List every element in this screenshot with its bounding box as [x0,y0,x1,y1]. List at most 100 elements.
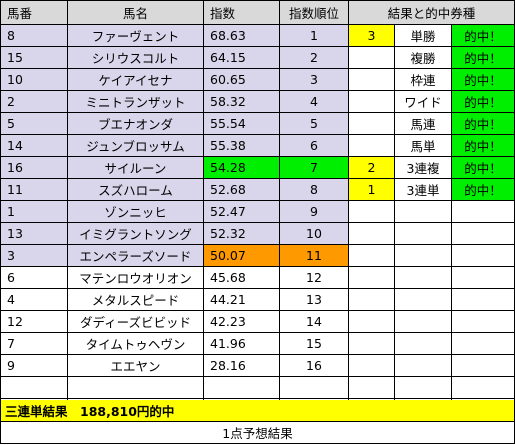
row-rank: 2 [280,47,349,69]
row-name: ダディーズビビッド [68,311,204,333]
row-ticket: 馬単 [395,135,452,157]
row-hit: 的中！ [452,47,515,69]
row-ticket [395,377,452,399]
row-index: 50.07 [204,245,280,267]
row-number: 15 [0,47,68,69]
row-result [349,47,395,69]
row-ticket [395,223,452,245]
row-name: ブエナオンダ [68,113,204,135]
row-number: 13 [0,223,68,245]
row-index: 52.32 [204,223,280,245]
row-index: 68.63 [204,25,280,47]
row-result [349,113,395,135]
row-index: 44.21 [204,289,280,311]
row-index: 60.65 [204,69,280,91]
row-hit [452,201,515,223]
row-index: 64.15 [204,47,280,69]
row-number: 7 [0,333,68,355]
row-index: 42.23 [204,311,280,333]
row-number: 5 [0,113,68,135]
row-name: メタルスピード [68,289,204,311]
row-hit: 的中！ [452,25,515,47]
row-hit [452,245,515,267]
row-hit [452,267,515,289]
row-rank: 13 [280,289,349,311]
row-rank: 1 [280,25,349,47]
row-rank [280,377,349,399]
row-index: 52.47 [204,201,280,223]
row-result [349,69,395,91]
row-result [349,311,395,333]
row-number: 2 [0,91,68,113]
row-number: 4 [0,289,68,311]
row-ticket: 3連複 [395,157,452,179]
row-hit: 的中！ [452,135,515,157]
row-hit: 的中！ [452,179,515,201]
row-name: スズハローム [68,179,204,201]
row-ticket [395,289,452,311]
row-hit [452,289,515,311]
row-ticket: 複勝 [395,47,452,69]
row-result: 2 [349,157,395,179]
row-number: 6 [0,267,68,289]
row-hit: 的中！ [452,157,515,179]
row-name [68,377,204,399]
row-ticket: 枠連 [395,69,452,91]
row-name: ファーヴェント [68,25,204,47]
row-index: 41.96 [204,333,280,355]
row-index: 54.28 [204,157,280,179]
row-result: 3 [349,25,395,47]
row-rank: 15 [280,333,349,355]
row-number [0,377,68,399]
row-ticket: ワイド [395,91,452,113]
header-rank: 指数順位 [280,0,349,25]
row-name: エエヤン [68,355,204,377]
row-number: 8 [0,25,68,47]
row-result [349,377,395,399]
row-number: 11 [0,179,68,201]
row-index: 52.68 [204,179,280,201]
row-name: エンペラーズソード [68,245,204,267]
row-ticket [395,355,452,377]
row-result [349,245,395,267]
row-rank: 3 [280,69,349,91]
row-rank: 8 [280,179,349,201]
row-result [349,289,395,311]
header-result-ticket: 結果と的中券種 [349,0,515,25]
header-number: 馬番 [0,0,68,25]
row-result [349,135,395,157]
row-ticket [395,333,452,355]
row-result [349,223,395,245]
row-rank: 16 [280,355,349,377]
row-index: 58.32 [204,91,280,113]
trifecta-result-banner: 三連単結果 188,810円的中 [0,400,515,422]
row-ticket [395,267,452,289]
row-rank: 4 [280,91,349,113]
row-index [204,377,280,399]
row-rank: 7 [280,157,349,179]
row-name: ジュンブロッサム [68,135,204,157]
row-name: ケイアイセナ [68,69,204,91]
row-result: 1 [349,179,395,201]
row-hit [452,377,515,399]
row-hit [452,333,515,355]
row-number: 1 [0,201,68,223]
row-result [349,91,395,113]
row-rank: 9 [280,201,349,223]
row-hit [452,355,515,377]
row-hit: 的中！ [452,91,515,113]
row-name: シリウスコルト [68,47,204,69]
row-number: 14 [0,135,68,157]
row-rank: 5 [280,113,349,135]
row-index: 28.16 [204,355,280,377]
row-ticket: 3連単 [395,179,452,201]
row-name: サイルーン [68,157,204,179]
row-rank: 11 [280,245,349,267]
row-ticket [395,201,452,223]
row-number: 3 [0,245,68,267]
one-point-prediction-note: 1点予想結果 [0,422,515,444]
row-ticket: 単勝 [395,25,452,47]
row-index: 55.54 [204,113,280,135]
row-name: タイムトゥヘヴン [68,333,204,355]
